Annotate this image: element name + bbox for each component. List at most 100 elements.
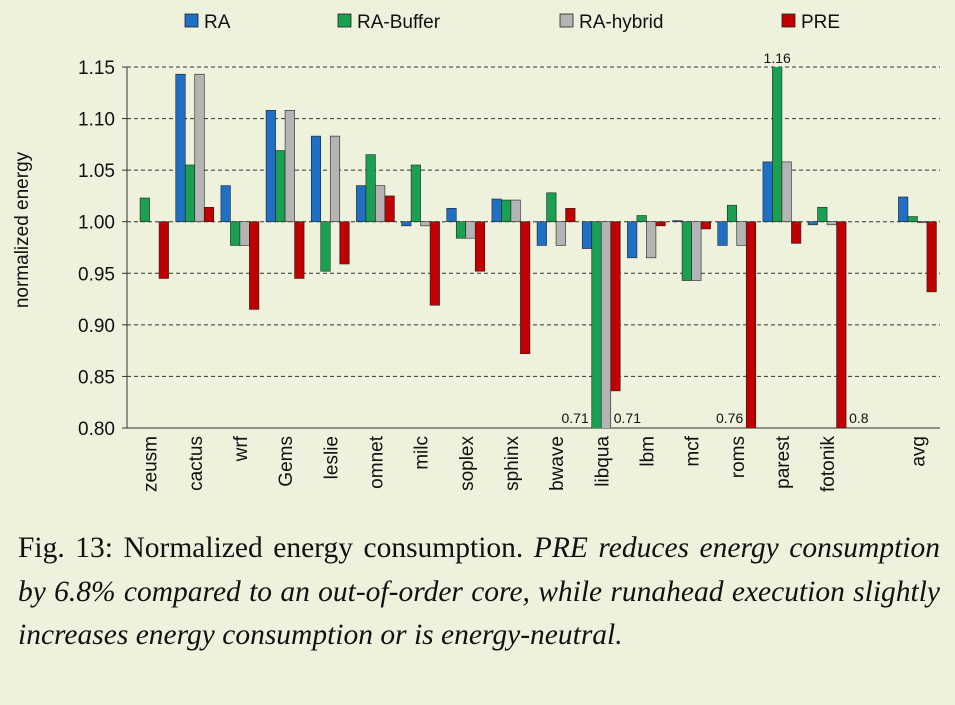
bar xyxy=(907,216,918,223)
x-tick-label: wrf xyxy=(231,435,252,462)
bar xyxy=(275,150,286,223)
bar xyxy=(917,221,928,224)
x-tick-label: leslie xyxy=(321,436,342,479)
legend-swatch xyxy=(184,13,199,28)
bar xyxy=(410,164,421,223)
bar xyxy=(230,221,241,246)
bar xyxy=(375,185,386,223)
legend-swatch xyxy=(337,13,352,28)
bar xyxy=(772,67,783,223)
bar xyxy=(139,197,150,223)
bar xyxy=(455,221,467,239)
bar xyxy=(636,215,647,223)
bar xyxy=(898,196,909,223)
bar xyxy=(158,221,169,279)
bar xyxy=(310,135,322,223)
bar xyxy=(610,221,621,392)
bar xyxy=(265,110,276,223)
bar xyxy=(320,221,331,272)
y-tick-label: 1.10 xyxy=(78,110,115,131)
x-tick-label: fotonik xyxy=(818,436,839,492)
bar xyxy=(646,221,657,259)
x-tick-label: sphinx xyxy=(502,436,523,491)
bar xyxy=(491,198,502,223)
bar xyxy=(239,221,250,246)
y-tick-label: 1.15 xyxy=(78,58,115,79)
legend-swatch xyxy=(559,13,574,28)
legend-swatch xyxy=(781,13,796,28)
x-tick-label: bwave xyxy=(547,436,568,491)
bar xyxy=(926,221,937,293)
x-tick-label: zeusm xyxy=(141,436,162,492)
bar xyxy=(474,221,486,272)
bar xyxy=(220,185,231,223)
bar xyxy=(717,221,728,246)
bar xyxy=(339,221,350,265)
data-label: 0.76 xyxy=(716,410,743,426)
caption: Fig. 13: Normalized energy consumption. … xyxy=(18,527,940,658)
y-tick-label: 0.85 xyxy=(78,367,115,388)
bar xyxy=(700,221,711,230)
bar xyxy=(681,221,692,281)
x-tick-label: soplex xyxy=(457,436,478,491)
y-tick-label: 1.00 xyxy=(78,213,115,234)
x-tick-label: roms xyxy=(728,436,749,478)
bar xyxy=(807,221,818,226)
x-tick-label: libqua xyxy=(592,436,613,487)
bar xyxy=(565,208,576,223)
bar xyxy=(762,161,773,223)
x-tick-label: milc xyxy=(412,436,433,470)
chart: normalized energy 0.80 0.85 0.90 0.95 1.00 1.… xyxy=(12,12,940,492)
bar xyxy=(184,164,196,223)
legend-label: RA-Buffer xyxy=(357,12,441,33)
bar xyxy=(672,220,683,223)
bar xyxy=(546,192,557,223)
bar xyxy=(284,110,295,223)
legend-label: PRE xyxy=(801,12,840,33)
bar xyxy=(655,221,666,227)
x-tick-label: Gems xyxy=(276,436,297,487)
bar xyxy=(520,221,531,355)
x-tick-label: cactus xyxy=(186,436,207,491)
legend-label: RA-hybrid xyxy=(579,12,663,33)
bar xyxy=(726,204,738,223)
bar xyxy=(194,73,205,223)
bar xyxy=(745,221,757,428)
bar xyxy=(465,221,476,239)
bar xyxy=(510,199,521,223)
bar xyxy=(536,221,547,246)
x-tick-label: lbm xyxy=(637,436,658,467)
x-tick-label: mcf xyxy=(683,435,704,466)
bar xyxy=(627,221,638,259)
bar xyxy=(384,195,395,223)
y-tick-label: 0.80 xyxy=(78,419,115,440)
x-tick-label: avg xyxy=(908,436,929,467)
x-tick-label: omnet xyxy=(366,435,387,489)
caption-text: PRE reduces energy consumption by 6.8% c… xyxy=(18,532,940,651)
bar xyxy=(736,221,747,246)
bar xyxy=(446,208,457,223)
y-tick-label: 0.90 xyxy=(78,316,115,337)
caption-label: Fig. 13: Normalized energy consumption. xyxy=(18,532,524,564)
bar xyxy=(429,221,440,306)
bar xyxy=(501,199,512,223)
bars xyxy=(139,67,937,428)
legend-label: RA xyxy=(204,12,231,33)
data-label: 0.8 xyxy=(849,410,869,426)
bar xyxy=(691,221,702,281)
x-tick-label: parest xyxy=(773,435,794,489)
data-label: 1.16 xyxy=(764,50,791,66)
bar xyxy=(420,221,431,227)
bar xyxy=(781,161,792,223)
bar xyxy=(826,221,837,226)
bar xyxy=(175,73,186,223)
data-label: 0.71 xyxy=(614,410,641,426)
bar xyxy=(365,154,376,223)
bar xyxy=(203,206,215,223)
bar xyxy=(791,221,802,244)
y-tick-label: 1.05 xyxy=(78,161,115,182)
y-tick-label: 0.95 xyxy=(78,264,115,285)
bar xyxy=(581,221,593,249)
bar xyxy=(329,135,341,223)
